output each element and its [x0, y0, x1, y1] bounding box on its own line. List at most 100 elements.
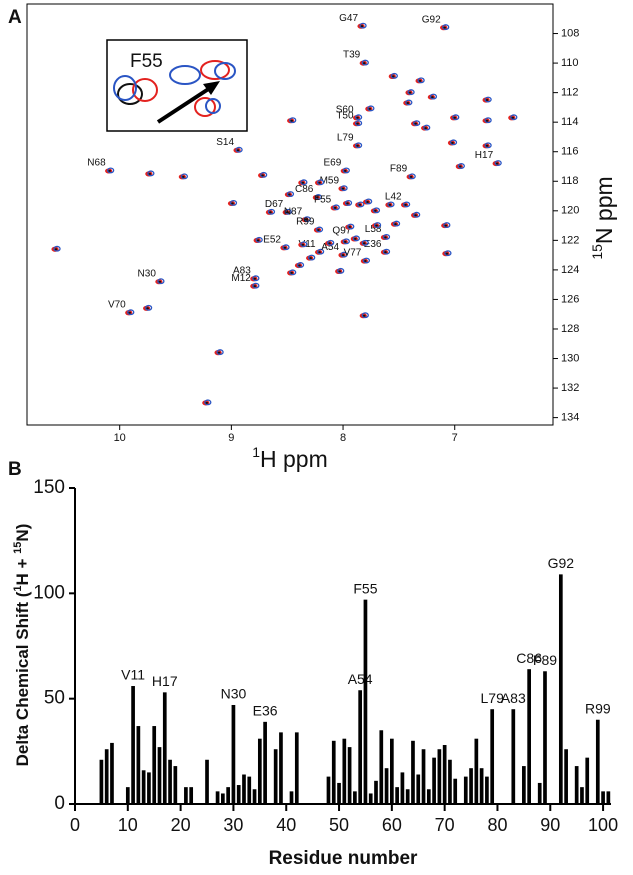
peak-contour: [316, 248, 325, 255]
y-tick-label: 116: [561, 146, 579, 158]
bar-label: G92: [548, 555, 575, 571]
peak-contour: [300, 241, 308, 248]
peak-core: [459, 165, 462, 168]
peak-contour: [340, 251, 348, 258]
peak: [359, 312, 369, 319]
bar: [442, 745, 447, 804]
peak-core: [231, 202, 234, 205]
peak-label: E52: [263, 234, 281, 245]
peak: [405, 89, 415, 96]
peak-contour: [282, 244, 290, 251]
peak: [338, 251, 348, 258]
inset-peak: [200, 60, 230, 80]
peak-core: [290, 271, 293, 274]
bar: [490, 709, 495, 804]
bar: [601, 791, 605, 804]
peak-contour: [180, 173, 188, 180]
peak-core: [253, 285, 257, 288]
inset-peak: [194, 97, 216, 117]
peak-contour: [340, 185, 348, 192]
bar: [421, 749, 426, 804]
bar: [141, 770, 146, 804]
y-tick-label: 124: [561, 264, 579, 276]
peak-contour: [284, 208, 292, 215]
peak: [388, 72, 398, 79]
bar-label: A83: [501, 690, 526, 706]
bar-label: N30: [221, 686, 247, 702]
x-tick-label: 90: [540, 815, 560, 835]
peak: [365, 105, 375, 112]
peak-contour: [367, 105, 375, 112]
inset-peak: [169, 65, 201, 85]
peak: [314, 179, 325, 186]
peak-contour: [361, 312, 369, 319]
peak-contour: [342, 167, 350, 174]
peak: [301, 216, 311, 223]
peak-contour: [147, 170, 155, 177]
peak-contour: [429, 93, 438, 100]
x-axis-title: 1H ppm: [252, 444, 328, 472]
peak: [355, 201, 365, 208]
peak-label: V77: [344, 248, 362, 259]
inset-peak: [117, 83, 143, 105]
bar: [205, 759, 209, 804]
peak-label: D67: [265, 199, 284, 210]
bar: [242, 774, 246, 804]
bar: [400, 772, 405, 804]
peak-contour: [449, 139, 458, 146]
peak-contour: [417, 77, 425, 84]
peak-contour: [252, 275, 260, 282]
y-tick-label: 108: [561, 27, 579, 39]
bar: [147, 772, 151, 804]
peak-contour: [484, 142, 492, 149]
bar-label: A54: [348, 671, 373, 687]
inset-peaks: [113, 60, 236, 117]
peak-core: [283, 246, 287, 249]
peak: [143, 304, 153, 311]
peak: [359, 239, 369, 246]
peak-core: [392, 75, 395, 78]
peak: [340, 238, 350, 245]
bar: [479, 768, 484, 804]
y-tick-label: 126: [561, 293, 579, 305]
peak: [352, 142, 363, 149]
peak: [335, 267, 345, 274]
label-run: H +: [13, 554, 32, 586]
y-tick-label: 112: [561, 87, 579, 99]
bar: [104, 749, 109, 804]
peak-contour: [412, 120, 421, 127]
bar-label: H17: [152, 673, 178, 689]
peak-core: [205, 401, 209, 404]
bar: [236, 785, 241, 804]
peak: [287, 117, 297, 124]
x-tick-label: 10: [118, 815, 138, 835]
peak-contour: [289, 117, 297, 124]
peak-core: [384, 251, 387, 254]
peak: [284, 191, 295, 198]
peak-label: N68: [87, 158, 106, 169]
peak-contour: [390, 72, 398, 79]
peak: [371, 222, 382, 229]
peak-contour: [337, 267, 345, 274]
peak-core: [362, 242, 366, 245]
peak: [440, 24, 450, 31]
label-run: N ppm: [591, 176, 617, 244]
peak-core: [406, 101, 410, 104]
bar: [389, 738, 394, 804]
peak: [330, 204, 340, 211]
peak-contour: [443, 222, 451, 229]
y-tick-label: 50: [44, 688, 65, 709]
peak: [298, 179, 308, 186]
peak-contour: [144, 304, 153, 311]
peak-core: [128, 311, 132, 314]
peak-core: [290, 119, 293, 122]
bar-label: L79: [481, 690, 505, 706]
peak: [294, 262, 305, 269]
peak-label: L42: [385, 192, 402, 203]
bar: [337, 782, 341, 804]
bar: [485, 776, 489, 804]
peak-label: L58: [365, 224, 382, 235]
peak: [352, 120, 363, 127]
bar: [411, 740, 415, 804]
bar: [231, 704, 236, 804]
